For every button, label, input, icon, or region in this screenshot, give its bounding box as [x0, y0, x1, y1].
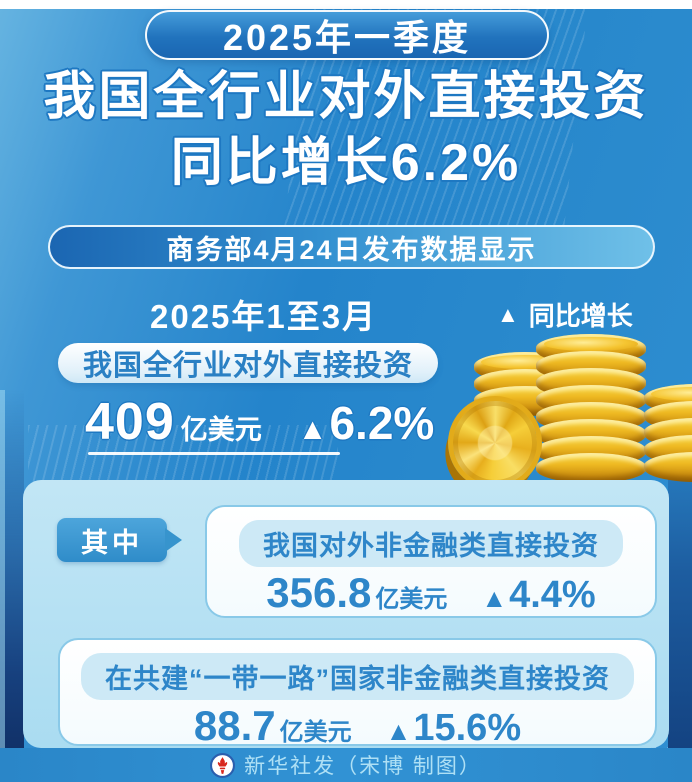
belt-road-odi-delta-value: 15.6% [413, 707, 522, 749]
breakdown-tag: 其中 [57, 518, 182, 562]
non-financial-odi-value-row: 356.8 亿美元 ▲4.4% [266, 569, 595, 617]
non-financial-odi-label: 我国对外非金融类直接投资 [239, 520, 623, 567]
quarter-badge-label: 2025年一季度 [222, 17, 472, 58]
headline-value: 409 [85, 393, 175, 451]
non-financial-odi-delta: ▲4.4% [481, 574, 595, 617]
triangle-up-icon: ▲ [481, 583, 508, 613]
headline-indicator-label: 我国全行业对外直接投资 [82, 350, 413, 382]
coin-icon [536, 453, 646, 483]
headline-underline [88, 452, 340, 455]
title-line-1: 我国全行业对外直接投资 [43, 68, 649, 126]
page-title: 我国全行业对外直接投资 同比增长6.2% [0, 66, 692, 198]
belt-road-odi-value-row: 88.7 亿美元 ▲15.6% [194, 702, 521, 750]
headline-delta: ▲6.2% [298, 396, 435, 450]
quarter-badge: 2025年一季度 [145, 10, 549, 60]
breakdown-tag-label: 其中 [81, 527, 143, 558]
xinhua-news-agency-logo-icon [210, 752, 236, 778]
non-financial-odi-card: 我国对外非金融类直接投资 356.8 亿美元 ▲4.4% [205, 505, 657, 618]
headline-value-row: 409 亿美元 ▲6.2% [85, 392, 434, 452]
yoy-legend: ▲ 同比增长 [497, 296, 633, 333]
non-financial-odi-delta-value: 4.4% [509, 574, 596, 616]
yoy-legend-label: 同比增长 [528, 301, 633, 331]
non-financial-odi-value: 356.8 [266, 569, 372, 616]
top-white-strip [0, 0, 692, 9]
triangle-up-icon: ▲ [385, 716, 412, 746]
data-source-text: 商务部4月24日发布数据显示 [166, 234, 537, 265]
breakdown-panel: 其中 我国对外非金融类直接投资 356.8 亿美元 ▲4.4% 在共建“一带一路… [23, 480, 669, 749]
coin-stack-tall [536, 334, 646, 483]
headline-delta-value: 6.2% [329, 397, 435, 449]
footer-credit-text: 新华社发（宋博 制图） [244, 755, 482, 778]
triangle-up-icon: ▲ [297, 413, 328, 446]
belt-road-odi-label: 在共建“一带一路”国家非金融类直接投资 [81, 653, 634, 700]
coin-stack-right [644, 384, 692, 482]
headline-unit: 亿美元 [180, 415, 262, 445]
gold-coins-illustration [430, 322, 692, 500]
belt-road-odi-value: 88.7 [193, 702, 276, 749]
footer-credit-bar: 新华社发（宋博 制图） [0, 748, 692, 782]
belt-road-odi-unit: 亿美元 [279, 719, 352, 746]
title-line-2: 同比增长6.2% [170, 134, 522, 192]
left-edge-band [0, 390, 24, 782]
headline-indicator-pill: 我国全行业对外直接投资 [58, 343, 438, 383]
non-financial-odi-unit: 亿美元 [375, 586, 448, 613]
belt-road-odi-delta: ▲15.6% [386, 707, 521, 750]
data-source-banner: 商务部4月24日发布数据显示 [48, 225, 655, 269]
belt-road-odi-card: 在共建“一带一路”国家非金融类直接投资 88.7 亿美元 ▲15.6% [58, 638, 657, 749]
period-label: 2025年1至3月 [150, 298, 378, 335]
triangle-up-icon: ▲ [497, 301, 519, 327]
